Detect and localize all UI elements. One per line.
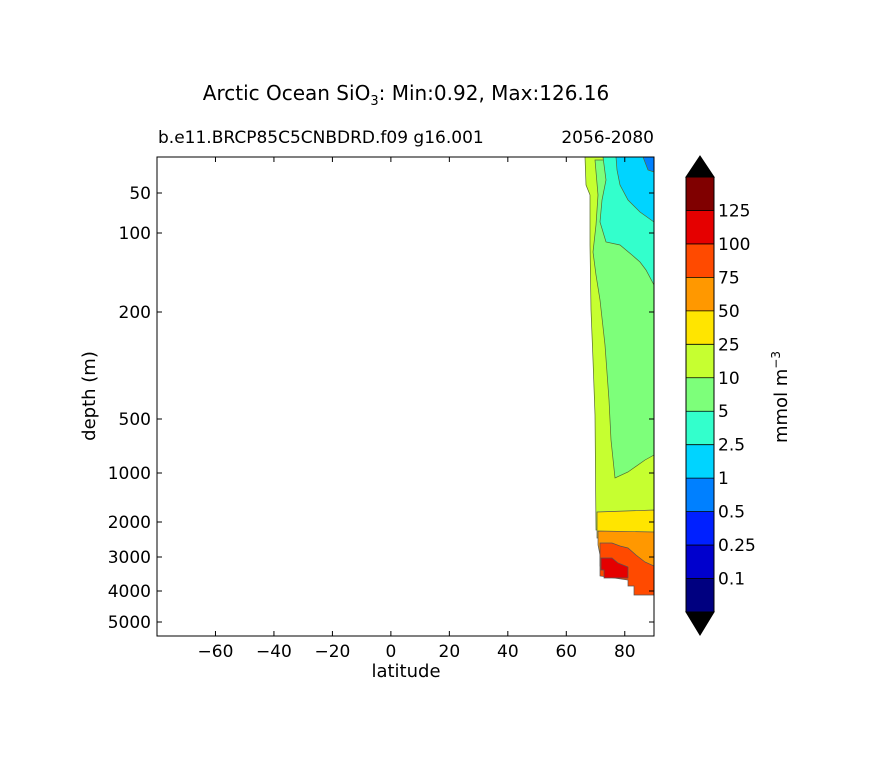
y-tick-label: 500 [119, 410, 151, 430]
colorbar-tick-label: 1 [718, 469, 729, 489]
x-axis-label: latitude [371, 661, 440, 682]
x-tick-label: 40 [497, 642, 519, 662]
colorbar-segment [686, 478, 714, 512]
colorbar-tick-label: 50 [718, 302, 740, 322]
y-tick-label: 50 [129, 184, 151, 204]
colorbar-segment [686, 511, 714, 546]
y-tick-label: 3000 [108, 548, 151, 568]
y-axis-ticks: 50 100 200 500 1000 2000 3000 4000 5000 [108, 184, 654, 633]
y-tick-label: 100 [119, 224, 151, 244]
x-tick-label: 80 [614, 642, 636, 662]
x-tick-label: −40 [256, 642, 292, 662]
colorbar-segment [686, 210, 714, 244]
x-tick-label: 20 [439, 642, 461, 662]
colorbar-segment [686, 578, 714, 612]
contour-region-100-125 [600, 557, 629, 579]
y-tick-label: 1000 [108, 464, 151, 484]
x-tick-label: 60 [555, 642, 577, 662]
colorbar: 0.1 0.25 0.5 1 2.5 5 10 25 50 75 100 125 [685, 155, 756, 636]
chart-title-prefix: Arctic Ocean SiO [203, 81, 371, 105]
plot-frame [156, 156, 655, 637]
colorbar-segment [686, 277, 714, 311]
colorbar-tick-label: 125 [718, 201, 750, 221]
x-tick-label: −20 [314, 642, 350, 662]
contour-region-1-2.5 [615, 157, 654, 223]
colorbar-tick-label: 0.25 [718, 536, 756, 556]
x-tick-label: −60 [198, 642, 234, 662]
colorbar-segment [686, 177, 714, 211]
colorbar-segment [686, 545, 714, 579]
y-tick-label: 200 [119, 303, 151, 323]
y-tick-label: 5000 [108, 613, 151, 633]
colorbar-tick-label: 75 [718, 268, 740, 288]
colorbar-tick-label: 5 [718, 402, 729, 422]
colorbar-segment [686, 344, 714, 378]
y-tick-label: 2000 [108, 513, 151, 533]
chart-title: Arctic Ocean SiO3: Min:0.92, Max:126.16 [203, 81, 609, 109]
chart-subtitle-left: b.e11.BRCP85C5CNBDRD.f09 g16.001 [158, 128, 484, 148]
chart-title-subscript: 3 [370, 94, 378, 109]
colorbar-tick-label: 2.5 [718, 436, 745, 456]
colorbar-segment [686, 411, 714, 445]
plot-background [157, 157, 654, 636]
colorbar-label-base: mmol m [771, 369, 792, 443]
contour-fills [584, 157, 654, 596]
colorbar-segment [686, 243, 714, 278]
y-tick-label: 4000 [108, 582, 151, 602]
colorbar-extend-max [685, 155, 715, 178]
colorbar-tick-label: 0.1 [718, 570, 745, 590]
x-axis-ticks: −60 −40 −20 0 20 40 60 80 [198, 157, 636, 662]
colorbar-segment [686, 377, 714, 412]
colorbar-segment [686, 444, 714, 479]
chart-title-suffix: : Min:0.92, Max:126.16 [379, 81, 610, 105]
colorbar-tick-label: 0.5 [718, 503, 745, 523]
colorbar-label-exponent: −3 [769, 351, 783, 369]
plot-area: −60 −40 −20 0 20 40 60 80 50 100 200 500 1000 2000 30… [108, 156, 655, 662]
colorbar-tick-label: 25 [718, 335, 740, 355]
contour-region-0.5-1 [642, 157, 654, 173]
colorbar-segment [686, 310, 714, 345]
colorbar-tick-label: 10 [718, 369, 740, 389]
colorbar-tick-label: 100 [718, 235, 750, 255]
colorbar-extend-min [685, 611, 715, 636]
chart-subtitle-right: 2056-2080 [561, 128, 654, 148]
colorbar-frame [685, 176, 715, 613]
x-tick-label: 0 [385, 642, 396, 662]
colorbar-label: mmol m−3 [769, 351, 792, 443]
y-axis-label: depth (m) [79, 351, 100, 441]
